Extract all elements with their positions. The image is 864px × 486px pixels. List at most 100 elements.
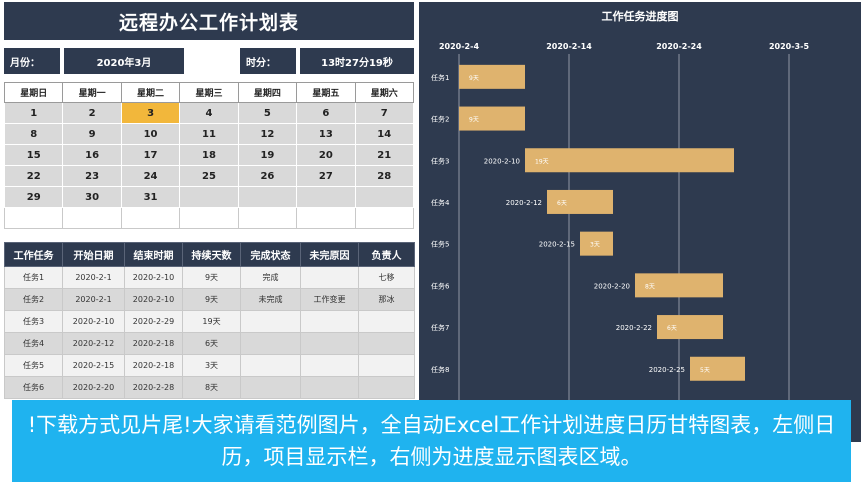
calendar-day-cell[interactable]: 15 <box>3 144 64 166</box>
calendar-empty-cell[interactable] <box>296 186 356 208</box>
calendar-empty-cell[interactable] <box>3 207 64 229</box>
task-axis-label: 任务5 <box>431 240 449 249</box>
task-cell[interactable]: 2020-2-1 <box>62 288 125 311</box>
weekday-header: 星期日 <box>3 82 64 103</box>
task-cell[interactable]: 2020-2-10 <box>62 310 125 333</box>
task-cell[interactable]: 完成 <box>240 266 301 289</box>
task-cell[interactable]: 任务1 <box>4 266 63 289</box>
calendar-day-cell[interactable]: 31 <box>120 186 181 208</box>
calendar-week-row: 29 30 31 <box>3 186 415 208</box>
calendar-day-cell[interactable]: 1 <box>3 102 64 124</box>
calendar-day-cell[interactable]: 5 <box>237 102 298 124</box>
task-cell[interactable]: 2020-2-18 <box>124 332 183 355</box>
task-cell[interactable] <box>240 354 301 377</box>
weekday-header: 星期一 <box>62 82 122 103</box>
task-cell[interactable]: 2020-2-28 <box>124 376 183 399</box>
calendar-day-cell[interactable]: 28 <box>354 165 415 187</box>
calendar-empty-cell[interactable] <box>179 207 239 229</box>
calendar-day-cell[interactable]: 16 <box>62 144 122 166</box>
calendar-day-cell[interactable]: 8 <box>3 123 64 145</box>
task-cell[interactable]: 未完成 <box>240 288 301 311</box>
calendar-empty-cell[interactable] <box>354 207 415 229</box>
calendar-day-cell[interactable]: 3 <box>120 102 181 124</box>
task-cell[interactable]: 2020-2-12 <box>62 332 125 355</box>
task-cell[interactable]: 6天 <box>182 332 241 355</box>
task-cell[interactable] <box>240 332 301 355</box>
calendar-empty-cell[interactable] <box>296 207 356 229</box>
calendar-day-cell[interactable]: 17 <box>120 144 181 166</box>
task-axis-label: 任务8 <box>431 365 449 374</box>
calendar-week-row: 22 23 24 25 26 27 28 <box>3 165 415 187</box>
calendar-day-cell[interactable]: 29 <box>3 186 64 208</box>
calendar-empty-cell[interactable] <box>237 186 298 208</box>
task-cell[interactable]: 2020-2-15 <box>62 354 125 377</box>
task-cell[interactable] <box>300 310 359 333</box>
task-cell[interactable]: 工作变更 <box>300 288 359 311</box>
task-cell[interactable]: 七移 <box>358 266 415 289</box>
calendar-day-cell[interactable]: 12 <box>237 123 298 145</box>
calendar-day-cell[interactable]: 2 <box>62 102 122 124</box>
calendar-empty-cell[interactable] <box>62 207 122 229</box>
calendar-table: 星期日 星期一 星期二 星期三 星期四 星期五 星期六 1 2 3 4 5 6 7 8 9 10 11 12 13 1… <box>3 82 415 229</box>
duration-label: 9天 <box>469 117 479 124</box>
task-cell[interactable]: 任务6 <box>4 376 63 399</box>
task-cell[interactable]: 19天 <box>182 310 241 333</box>
calendar-day-cell[interactable]: 10 <box>120 123 181 145</box>
calendar-empty-cell[interactable] <box>354 186 415 208</box>
duration-label: 8天 <box>645 283 655 290</box>
task-cell[interactable]: 9天 <box>182 288 241 311</box>
month-value[interactable]: 2020年3月 <box>64 48 184 74</box>
sheet-title: 远程办公工作计划表 <box>4 2 414 40</box>
calendar-day-cell[interactable]: 11 <box>179 123 239 145</box>
calendar-day-cell[interactable]: 22 <box>3 165 64 187</box>
calendar-day-cell[interactable]: 23 <box>62 165 122 187</box>
task-cell[interactable]: 3天 <box>182 354 241 377</box>
weekday-header: 星期六 <box>354 82 415 103</box>
task-cell[interactable] <box>240 310 301 333</box>
calendar-day-cell[interactable]: 4 <box>179 102 239 124</box>
task-cell[interactable] <box>358 354 415 377</box>
task-column-header: 工作任务 <box>4 242 63 267</box>
calendar-empty-cell[interactable] <box>237 207 298 229</box>
calendar-day-cell[interactable]: 30 <box>62 186 122 208</box>
task-axis-label: 任务3 <box>431 156 449 165</box>
gantt-bar <box>690 356 745 381</box>
task-cell[interactable]: 2020-2-10 <box>124 266 183 289</box>
task-cell[interactable]: 任务2 <box>4 288 63 311</box>
task-cell[interactable]: 2020-2-20 <box>62 376 125 399</box>
calendar-day-cell[interactable]: 13 <box>296 123 356 145</box>
task-cell[interactable] <box>358 376 415 399</box>
calendar-day-cell[interactable]: 18 <box>179 144 239 166</box>
calendar-day-cell[interactable]: 26 <box>237 165 298 187</box>
task-cell[interactable]: 任务5 <box>4 354 63 377</box>
task-cell[interactable]: 那冰 <box>358 288 415 311</box>
calendar-day-cell[interactable]: 19 <box>237 144 298 166</box>
calendar-day-cell[interactable]: 6 <box>296 102 356 124</box>
task-cell[interactable]: 2020-2-29 <box>124 310 183 333</box>
task-cell[interactable] <box>240 376 301 399</box>
task-cell[interactable] <box>300 376 359 399</box>
task-cell[interactable]: 2020-2-18 <box>124 354 183 377</box>
calendar-day-cell[interactable]: 14 <box>354 123 415 145</box>
calendar-day-cell[interactable]: 9 <box>62 123 122 145</box>
calendar-empty-cell[interactable] <box>120 207 181 229</box>
calendar-empty-cell[interactable] <box>179 186 239 208</box>
task-cell[interactable] <box>358 332 415 355</box>
calendar-day-cell[interactable]: 25 <box>179 165 239 187</box>
calendar-day-cell[interactable]: 20 <box>296 144 356 166</box>
task-cell[interactable] <box>300 354 359 377</box>
task-column-header: 负责人 <box>358 242 415 267</box>
calendar-day-cell[interactable]: 24 <box>120 165 181 187</box>
calendar-day-cell[interactable]: 7 <box>354 102 415 124</box>
task-cell[interactable] <box>300 266 359 289</box>
calendar-day-cell[interactable]: 21 <box>354 144 415 166</box>
task-cell[interactable] <box>300 332 359 355</box>
task-cell[interactable]: 任务4 <box>4 332 63 355</box>
task-cell[interactable]: 8天 <box>182 376 241 399</box>
task-cell[interactable]: 2020-2-10 <box>124 288 183 311</box>
calendar-day-cell[interactable]: 27 <box>296 165 356 187</box>
task-cell[interactable] <box>358 310 415 333</box>
task-cell[interactable]: 任务3 <box>4 310 63 333</box>
task-cell[interactable]: 2020-2-1 <box>62 266 125 289</box>
task-cell[interactable]: 9天 <box>182 266 241 289</box>
